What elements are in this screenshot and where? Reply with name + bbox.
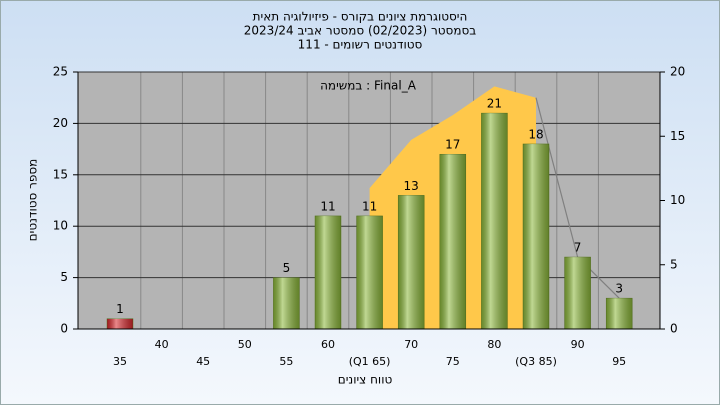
bar-shine — [398, 195, 425, 329]
x-tick-label: (Q1 65) — [349, 355, 391, 368]
x-tick-label: 40 — [155, 338, 169, 351]
data-label: 1 — [116, 302, 124, 316]
x-tick-label: 95 — [612, 355, 626, 368]
y2-tick-label: 20 — [670, 65, 685, 79]
bar-shine — [107, 318, 133, 329]
data-label: 11 — [320, 199, 335, 213]
title-line: בסמסטר (02/2023) סמסטר אביב 2023/24 — [244, 24, 476, 38]
data-label: 11 — [362, 199, 377, 213]
data-label: 17 — [445, 138, 460, 152]
data-label: 5 — [283, 261, 291, 275]
y-tick-label: 15 — [53, 167, 68, 181]
x-tick-label: 75 — [446, 355, 460, 368]
data-label: 3 — [615, 282, 623, 296]
bar-shine — [273, 277, 300, 329]
x-tick-label: 90 — [571, 338, 585, 351]
bar-shine — [481, 113, 508, 330]
bar-shine — [523, 143, 549, 329]
y-tick-label: 20 — [53, 116, 68, 130]
x-tick-label: 50 — [238, 338, 252, 351]
y-tick-label: 25 — [53, 65, 68, 79]
x-tick-label: 55 — [279, 355, 293, 368]
x-tick-label: (Q3 85) — [515, 355, 557, 368]
bar-shine — [439, 154, 466, 329]
y-tick-label: 10 — [53, 219, 68, 233]
bar-shine — [606, 298, 633, 329]
title-line: סטודנטים רשומים - 111 — [298, 38, 423, 52]
y2-tick-label: 0 — [670, 322, 678, 336]
x-tick-label: 70 — [404, 338, 418, 351]
x-tick-label: 45 — [196, 355, 210, 368]
data-label: 13 — [404, 179, 419, 193]
bar-shine — [564, 257, 591, 329]
y-tick-label: 0 — [60, 322, 68, 336]
y-axis-label: מספר סטודנטים — [26, 159, 40, 242]
y-tick-label: 5 — [60, 270, 68, 284]
bar-shine — [315, 215, 341, 329]
x-tick-label: 60 — [321, 338, 335, 351]
data-label: 18 — [528, 127, 543, 141]
y2-tick-label: 10 — [670, 193, 685, 207]
x-tick-label: 35 — [113, 355, 127, 368]
title-line: היסטוגרמת ציונים בקורס - פיזיולוגיה תאית — [253, 10, 468, 24]
data-label: 21 — [487, 97, 502, 111]
annotation: במשימה : Final_A — [320, 79, 417, 93]
x-axis-label: טווח ציונים — [338, 373, 393, 387]
y2-tick-label: 15 — [670, 129, 685, 143]
data-label: 7 — [574, 241, 582, 255]
y2-tick-label: 5 — [670, 257, 678, 271]
x-tick-label: 80 — [487, 338, 501, 351]
bar-shine — [356, 215, 383, 329]
